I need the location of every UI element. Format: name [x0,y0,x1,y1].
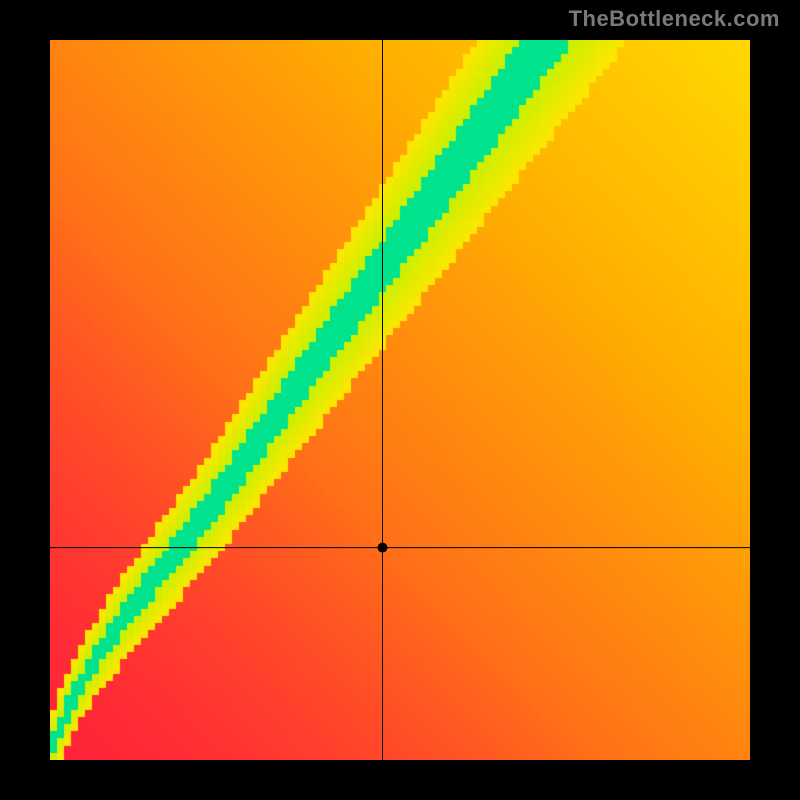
watermark-label: TheBottleneck.com [569,6,780,32]
heatmap-canvas [50,40,750,760]
chart-container: TheBottleneck.com [0,0,800,800]
